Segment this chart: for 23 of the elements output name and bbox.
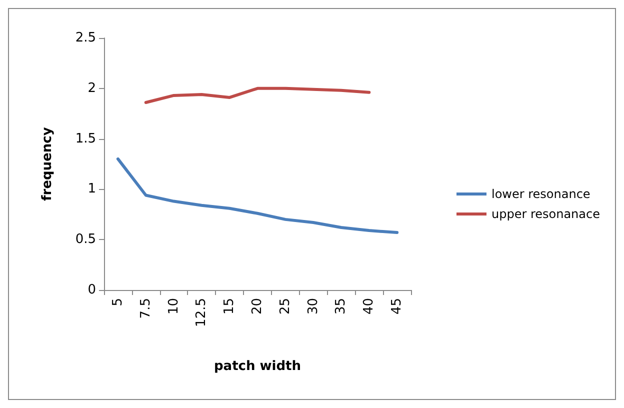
- y-tick-label: 0.5: [75, 232, 96, 248]
- legend-label: lower resonance: [491, 187, 590, 201]
- x-tick-label: 10: [166, 298, 182, 315]
- x-tick-label: 40: [362, 298, 377, 315]
- y-tick-label: 1: [88, 182, 96, 197]
- legend-label: upper resonanace: [491, 207, 600, 221]
- x-tick-label: 5: [110, 298, 126, 306]
- x-tick-label: 15: [222, 298, 238, 315]
- x-tick-label: 25: [278, 298, 293, 315]
- y-tick-label: 2.5: [75, 30, 96, 46]
- x-tick-label: 45: [390, 298, 405, 315]
- y-tick-label: 0: [88, 282, 96, 298]
- x-tick-label: 7.5: [138, 298, 154, 319]
- x-tick-label: 20: [250, 298, 265, 315]
- line-series: [116, 157, 399, 234]
- x-tick-label: 35: [334, 298, 349, 315]
- y-tick-label: 2: [88, 80, 96, 96]
- x-axis-title: patch width: [214, 359, 302, 374]
- line-series: [144, 86, 371, 104]
- x-tick-label: 12.5: [194, 298, 210, 327]
- x-tick-label: 30: [306, 298, 321, 315]
- y-tick-label: 1.5: [75, 131, 96, 146]
- y-axis-title: frequency: [40, 126, 55, 201]
